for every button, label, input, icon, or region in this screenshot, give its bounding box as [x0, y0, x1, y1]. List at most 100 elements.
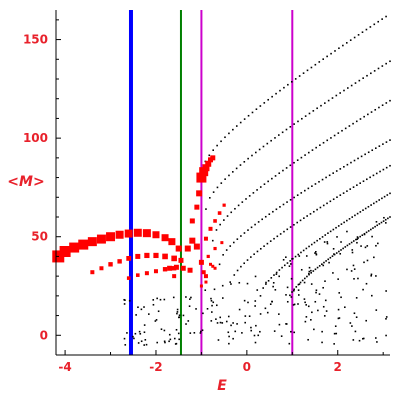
- red-point: [208, 226, 213, 231]
- black-point: [237, 204, 240, 207]
- red-point: [172, 274, 177, 279]
- red-point: [117, 259, 122, 264]
- black-point: [293, 288, 295, 291]
- black-point: [222, 254, 224, 256]
- black-point: [350, 161, 352, 164]
- black-point: [138, 330, 141, 333]
- black-point: [314, 183, 317, 185]
- y-axis-label: <M>: [7, 174, 44, 190]
- black-point: [373, 70, 376, 72]
- black-point: [252, 192, 255, 194]
- black-point: [307, 305, 310, 308]
- black-point: [267, 180, 269, 183]
- black-point: [245, 198, 247, 200]
- red-point: [180, 265, 186, 271]
- black-point: [308, 112, 311, 115]
- black-point: [232, 322, 234, 324]
- black-point: [221, 284, 224, 287]
- black-point: [140, 340, 143, 343]
- y-tick-label: 0: [40, 328, 48, 342]
- black-point: [254, 275, 257, 278]
- black-point: [385, 290, 387, 292]
- black-point: [288, 342, 291, 345]
- black-point: [332, 198, 335, 201]
- black-point: [157, 310, 160, 313]
- black-point: [381, 104, 384, 107]
- black-point: [344, 246, 347, 248]
- black-point: [232, 337, 234, 340]
- black-point: [337, 132, 340, 134]
- red-point: [87, 237, 97, 247]
- black-point: [303, 298, 306, 300]
- black-point: [338, 47, 340, 50]
- black-point: [322, 286, 324, 289]
- red-point: [199, 167, 209, 177]
- black-point: [385, 62, 387, 65]
- black-point: [278, 172, 281, 175]
- black-point: [259, 313, 262, 315]
- black-point: [178, 338, 180, 341]
- black-point: [359, 118, 362, 120]
- black-point: [219, 223, 221, 226]
- black-point: [375, 275, 377, 277]
- black-point: [314, 252, 316, 254]
- black-point: [331, 255, 334, 257]
- black-point: [132, 335, 134, 338]
- black-point: [298, 255, 301, 257]
- black-point: [281, 131, 284, 134]
- black-point: [360, 245, 362, 247]
- black-point: [211, 304, 213, 307]
- black-point: [311, 185, 313, 187]
- black-point: [310, 319, 312, 321]
- black-point: [303, 189, 306, 192]
- black-point: [382, 220, 385, 222]
- black-point: [145, 343, 148, 346]
- black-point: [243, 299, 246, 302]
- black-point: [266, 311, 269, 314]
- black-point: [332, 172, 334, 174]
- black-point: [336, 196, 338, 198]
- black-point: [312, 110, 315, 112]
- black-point: [367, 230, 370, 232]
- black-point: [124, 299, 126, 301]
- black-point: [263, 183, 266, 185]
- black-point: [389, 99, 391, 102]
- black-point: [340, 223, 343, 225]
- black-point: [305, 304, 308, 306]
- black-point: [381, 18, 383, 20]
- black-point: [264, 307, 267, 310]
- black-point: [271, 300, 273, 303]
- black-point: [365, 28, 368, 31]
- black-point: [354, 330, 357, 333]
- black-point: [250, 256, 252, 258]
- black-point: [258, 148, 261, 151]
- black-point: [243, 161, 246, 163]
- black-point: [293, 331, 296, 334]
- black-point: [324, 280, 326, 282]
- black-point: [333, 332, 336, 335]
- black-point: [332, 228, 335, 231]
- black-point: [126, 332, 128, 334]
- black-point: [382, 168, 385, 171]
- black-point: [263, 102, 266, 104]
- axes: [55, 10, 390, 356]
- black-point: [262, 145, 265, 148]
- black-point: [339, 168, 342, 170]
- black-point: [270, 277, 273, 279]
- red-point: [133, 228, 142, 237]
- black-point: [355, 316, 358, 319]
- black-point: [259, 105, 262, 107]
- black-point: [262, 287, 264, 289]
- black-point: [315, 253, 318, 255]
- black-point: [349, 188, 352, 190]
- black-point: [164, 341, 166, 344]
- black-point: [178, 314, 181, 317]
- black-point: [221, 297, 224, 299]
- black-point: [211, 239, 214, 242]
- black-point: [123, 337, 126, 340]
- black-point: [279, 89, 281, 92]
- black-point: [300, 192, 303, 194]
- red-point: [194, 204, 200, 210]
- black-point: [363, 233, 366, 236]
- black-point: [176, 312, 178, 315]
